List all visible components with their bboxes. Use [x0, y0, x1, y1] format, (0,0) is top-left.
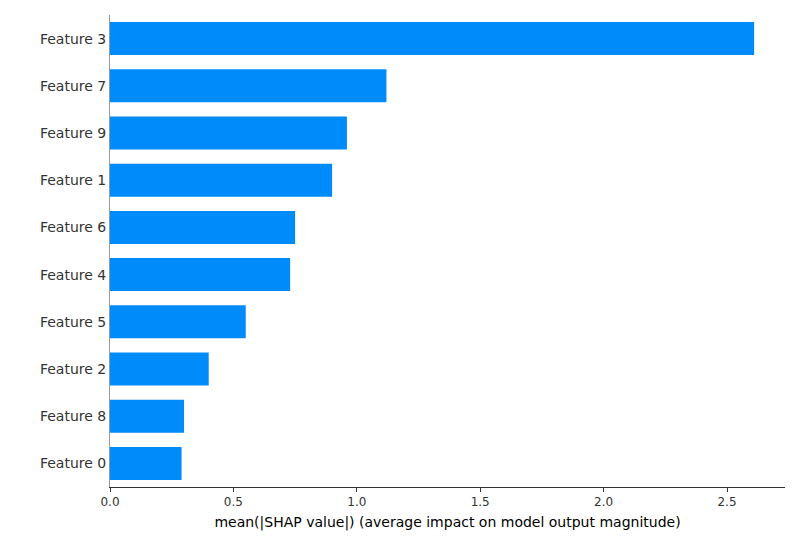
svg-text:Feature 4: Feature 4 — [40, 267, 106, 283]
svg-text:0.5: 0.5 — [224, 495, 243, 509]
svg-text:Feature 2: Feature 2 — [40, 361, 106, 377]
svg-text:2.5: 2.5 — [717, 495, 736, 509]
svg-text:mean(|SHAP value|) (average im: mean(|SHAP value|) (average impact on mo… — [214, 514, 680, 531]
svg-text:Feature 9: Feature 9 — [40, 125, 106, 141]
svg-text:Feature 5: Feature 5 — [40, 314, 106, 330]
svg-text:Feature 3: Feature 3 — [40, 30, 106, 46]
svg-text:Feature 0: Feature 0 — [40, 455, 106, 471]
svg-text:1.5: 1.5 — [471, 495, 490, 509]
svg-text:Feature 7: Feature 7 — [40, 78, 106, 94]
svg-text:0.0: 0.0 — [100, 495, 119, 509]
svg-text:Feature 8: Feature 8 — [40, 408, 106, 424]
svg-text:1.0: 1.0 — [347, 495, 366, 509]
svg-text:Feature 6: Feature 6 — [40, 219, 106, 235]
svg-text:Feature 1: Feature 1 — [40, 172, 106, 188]
svg-text:2.0: 2.0 — [594, 495, 613, 509]
